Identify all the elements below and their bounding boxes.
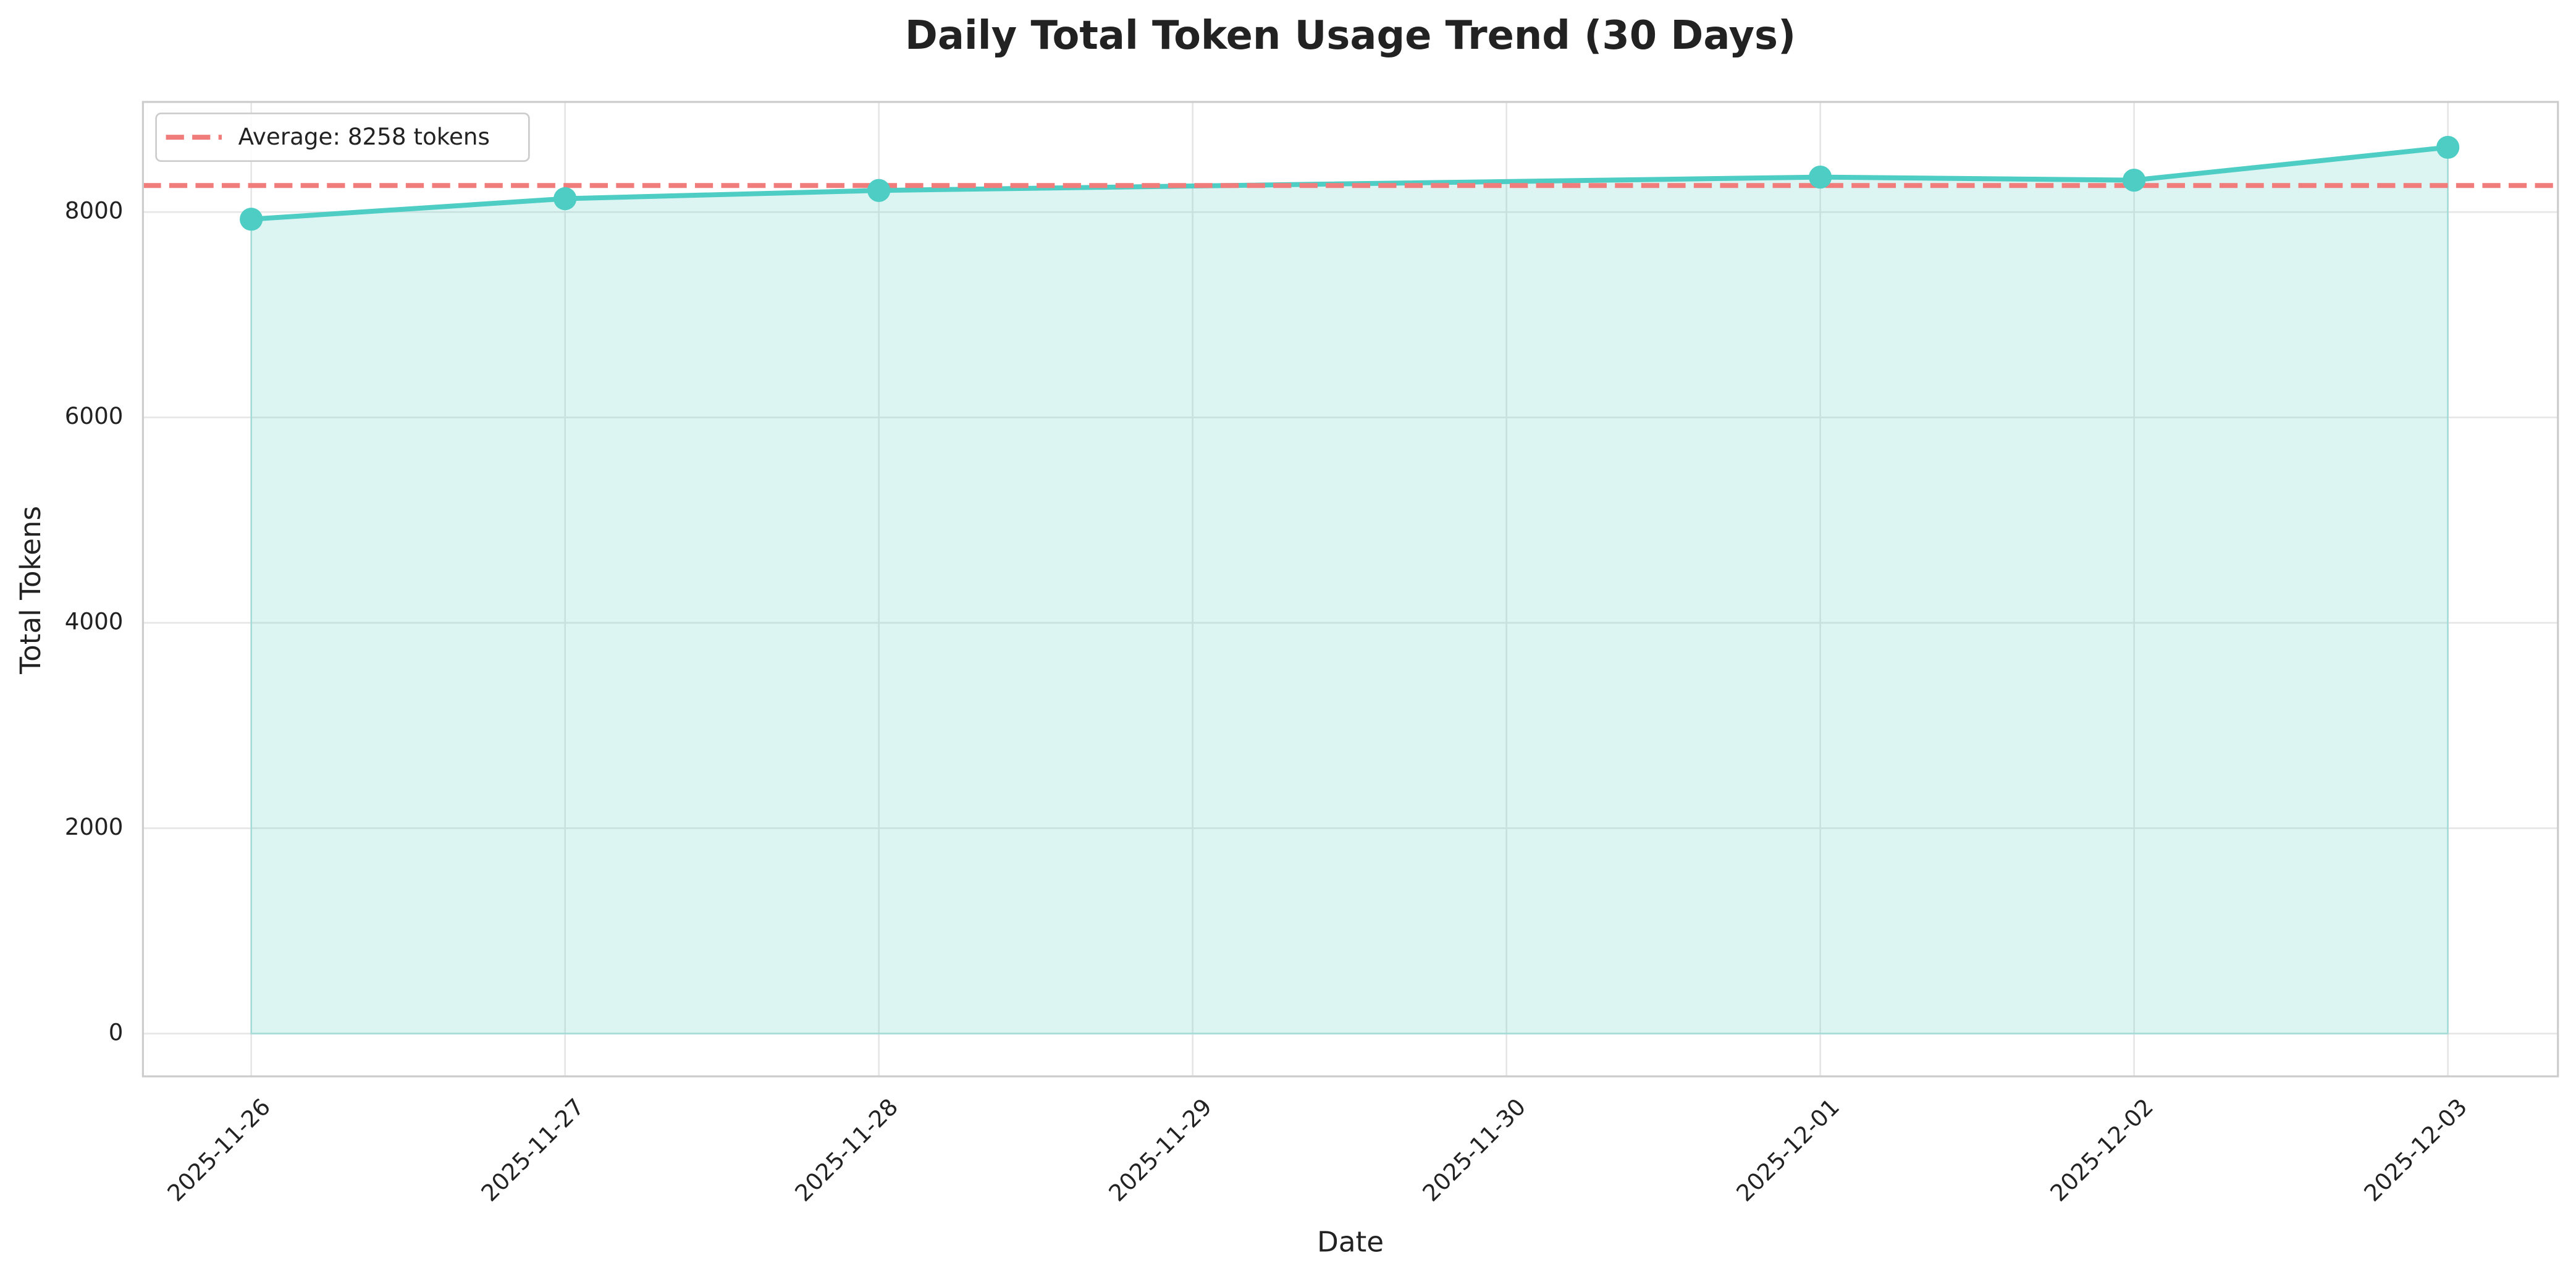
y-tick-label: 8000: [65, 197, 124, 224]
point: [867, 179, 891, 202]
y-axis-label: Total Tokens: [14, 506, 47, 675]
line: [251, 145, 2449, 222]
chart-title: Daily Total Token Usage Trend (30 Days): [905, 13, 1796, 59]
point: [554, 187, 577, 211]
legend: Average: 8258 tokens: [155, 112, 530, 163]
x-axis-label: Date: [1317, 1225, 1384, 1258]
point: [2436, 135, 2460, 159]
y-tick-label: 6000: [65, 402, 124, 429]
y-tick-label: 4000: [65, 608, 124, 635]
point: [1809, 166, 1832, 189]
point: [240, 208, 263, 231]
y-tick-label: 2000: [65, 813, 124, 840]
plot-frame: [141, 101, 2559, 1078]
legend-label: Average: 8258 tokens: [238, 123, 490, 150]
y-tick-label: 0: [109, 1018, 124, 1045]
point: [2122, 169, 2146, 192]
area: [250, 146, 2449, 1035]
legend-box: [155, 112, 530, 163]
